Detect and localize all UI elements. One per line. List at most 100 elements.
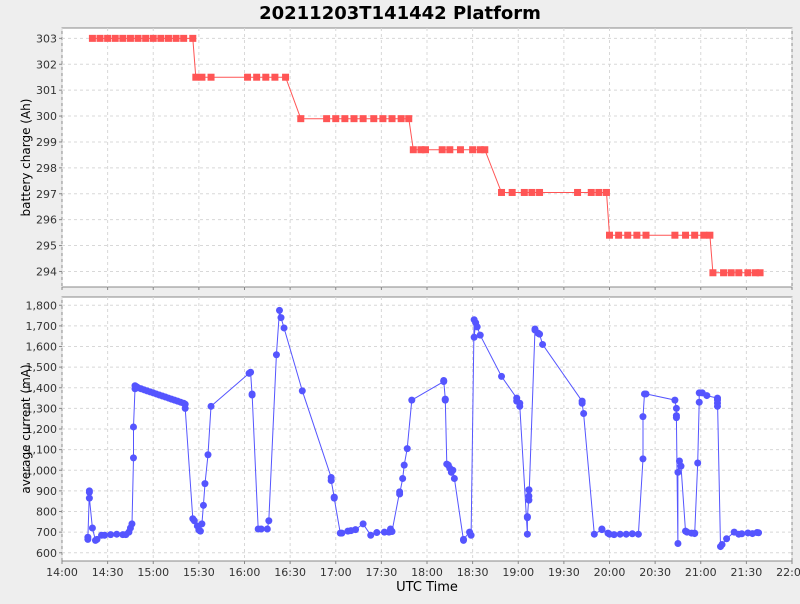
data-point (421, 146, 429, 154)
data-point (516, 402, 524, 410)
data-point (272, 351, 280, 359)
data-point (181, 404, 189, 412)
data-point (113, 530, 121, 538)
data-point (207, 73, 215, 81)
data-point (639, 413, 647, 421)
data-point (498, 188, 506, 196)
y-tick-label: 298 (36, 162, 57, 175)
data-point (111, 34, 119, 42)
data-point (440, 377, 448, 385)
data-point (718, 541, 726, 548)
data-point (119, 34, 127, 42)
panel-1: 294 295 296 297 298 299 300 301 302 303 battery ch… (19, 27, 793, 290)
data-point (536, 188, 544, 196)
data-point (396, 490, 404, 498)
data-point (756, 269, 764, 277)
data-point (700, 231, 708, 239)
data-point (633, 231, 641, 239)
data-point (467, 531, 475, 539)
data-point (248, 390, 256, 398)
data-point (332, 115, 340, 123)
data-point (752, 269, 759, 277)
x-tick-label: 21:00 (685, 566, 717, 579)
data-point (473, 323, 481, 331)
data-point (244, 73, 252, 81)
data-point (101, 531, 109, 539)
data-point (388, 115, 396, 123)
data-point (498, 372, 506, 380)
data-point (298, 387, 306, 395)
y-tick-label: 900 (36, 485, 57, 498)
data-point (128, 520, 136, 528)
data-point (350, 115, 358, 123)
y-axis-label-1: battery charge (Ah) (19, 99, 33, 217)
data-point (622, 530, 630, 538)
data-point (157, 34, 165, 42)
x-tick-label: 22:00 (776, 566, 800, 579)
data-point (327, 477, 335, 485)
data-point (523, 514, 531, 522)
data-point (671, 396, 679, 404)
data-point (672, 404, 680, 412)
data-point (142, 34, 150, 42)
data-point (574, 188, 582, 196)
data-point (189, 34, 197, 42)
data-point (399, 475, 407, 482)
data-point (595, 188, 603, 196)
data-point (367, 531, 375, 539)
data-point (682, 231, 690, 239)
x-tick-label: 18:30 (457, 566, 489, 579)
y-tick-label: 297 (36, 188, 57, 201)
x-tick-label: 19:00 (502, 566, 534, 579)
data-point (691, 530, 699, 538)
y-tick-label: 1,800 (26, 299, 58, 312)
data-point (450, 475, 458, 482)
x-tick-label: 21:30 (731, 566, 763, 579)
data-point (199, 501, 207, 509)
y-axis-label-2: average current (mA) (19, 364, 33, 493)
data-point (523, 530, 531, 538)
data-point (379, 115, 387, 123)
data-point (628, 530, 636, 538)
data-point (738, 530, 746, 538)
data-point (720, 269, 728, 277)
data-point (104, 34, 112, 42)
data-point (449, 466, 457, 474)
data-point (674, 539, 682, 547)
data-point (469, 146, 477, 154)
x-tick-label: 18:00 (411, 566, 443, 579)
data-point (198, 520, 206, 528)
data-point (446, 146, 454, 154)
data-point (624, 231, 632, 239)
data-point (172, 34, 180, 42)
data-point (587, 188, 595, 196)
data-point (713, 396, 721, 404)
y-tick-label: 600 (36, 547, 57, 560)
x-tick-label: 17:00 (320, 566, 352, 579)
data-point (525, 486, 533, 494)
data-point (578, 399, 586, 407)
data-point (481, 146, 489, 154)
data-point (590, 530, 598, 538)
data-point (405, 115, 413, 123)
y-tick-label: 1,300 (26, 402, 58, 415)
x-tick-label: 20:00 (594, 566, 626, 579)
data-point (338, 529, 346, 537)
data-point (164, 34, 172, 42)
data-point (727, 269, 735, 277)
data-point (134, 34, 142, 42)
data-point (373, 529, 381, 537)
data-point (388, 528, 396, 536)
data-point (204, 451, 212, 459)
y-tick-label: 300 (36, 110, 57, 123)
y-tick-label: 302 (36, 58, 57, 71)
data-point (706, 231, 714, 239)
data-point (642, 390, 650, 398)
panel-2: 600 700 800 900 1,000 1,100 1,200 1,300 1,400 1,5… (19, 296, 800, 579)
x-tick-label: 17:30 (366, 566, 398, 579)
data-point (277, 314, 285, 322)
data-point (460, 535, 467, 543)
x-tick-label: 19:30 (548, 566, 580, 579)
